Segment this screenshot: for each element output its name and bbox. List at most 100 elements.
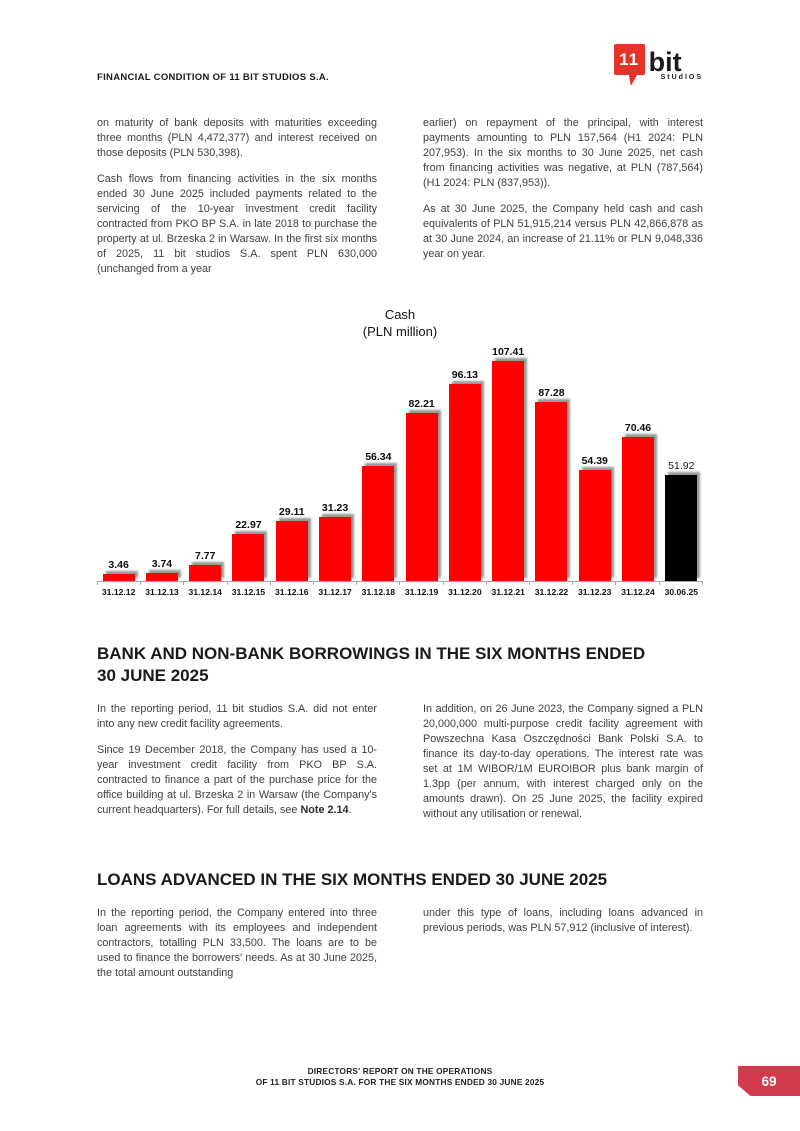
page-number: 69 xyxy=(761,1073,777,1089)
bar-value-label: 31.23 xyxy=(321,502,349,514)
axis-tick xyxy=(313,582,315,585)
axis-tick xyxy=(529,582,531,585)
header-title: FINANCIAL CONDITION OF 11 BIT STUDIOS S.… xyxy=(97,72,329,83)
x-axis-label: 31.12.24 xyxy=(621,587,655,597)
bar-value-label: 54.39 xyxy=(581,454,608,467)
x-axis-label: 31.12.19 xyxy=(404,587,439,597)
bar-value-label: 82.21 xyxy=(408,397,435,410)
bar-value-label: 107.41 xyxy=(492,345,525,358)
section-left-column: In the reporting period, the Company ent… xyxy=(97,906,377,992)
section-heading: LOANS ADVANCED IN THE SIX MONTHS ENDED 3… xyxy=(97,870,608,889)
bar-value-label: 70.46 xyxy=(624,421,652,434)
footer-line1: DIRECTORS' REPORT ON THE OPERATIONS xyxy=(307,1066,493,1076)
axis-tick xyxy=(356,582,358,585)
page-number-badge: 69 xyxy=(738,1066,800,1096)
x-axis-label: 31.12.15 xyxy=(231,587,266,597)
section-loans: LOANS ADVANCED IN THE SIX MONTHS ENDED 3… xyxy=(97,869,703,992)
chart-bars: 3.46 3.74 7.77 22.97 29.11 31.23 56.34 82.21 96.… xyxy=(97,342,703,582)
bar-value-label: 22.97 xyxy=(235,518,262,531)
section-heading: BANK AND NON-BANK BORROWINGS IN THE SIX … xyxy=(97,644,646,685)
bar xyxy=(492,360,525,581)
logo-mark-icon: 11 xyxy=(613,44,645,88)
bar-value-label: 96.13 xyxy=(451,368,479,381)
paragraph-text: Since 19 December 2018, the Company has … xyxy=(97,744,377,816)
paragraph: under this type of loans, including loan… xyxy=(423,907,703,934)
axis-tick xyxy=(226,582,228,585)
axis-tick xyxy=(140,582,142,585)
bar-value-label: 87.28 xyxy=(538,387,565,400)
logo-square: 11 xyxy=(613,44,645,75)
paragraph: Since 19 December 2018, the Company has … xyxy=(97,743,377,818)
bar xyxy=(232,533,265,581)
paragraph: on maturity of bank deposits with maturi… xyxy=(97,117,377,159)
section-columns: In the reporting period, the Company ent… xyxy=(97,906,703,992)
bar-value-label: 29.11 xyxy=(278,506,305,519)
bar xyxy=(405,412,438,581)
bar xyxy=(275,521,308,581)
x-axis-label: 31.12.17 xyxy=(318,587,352,597)
bar xyxy=(578,469,611,581)
cash-bar-chart: Cash (PLN million) 3.46 3.74 7.77 22.97 29.1… xyxy=(97,306,703,597)
chart-bar-slot: 7.77 xyxy=(184,550,227,581)
chart-bar-slot: 87.28 xyxy=(530,387,573,581)
x-axis-label: 30.06.25 xyxy=(664,587,699,597)
paragraph: In the reporting period, 11 bit studios … xyxy=(97,703,377,730)
section-borrowings: BANK AND NON-BANK BORROWINGS IN THE SIX … xyxy=(97,643,703,833)
logo-name: bit xyxy=(648,47,682,77)
paragraph: Cash flows from financing activities in … xyxy=(97,173,377,275)
x-axis-label: 31.12.18 xyxy=(361,587,396,597)
chart-bar-slot: 107.41 xyxy=(487,346,530,581)
chart-plot: 3.46 3.74 7.77 22.97 29.11 31.23 56.34 82.21 96.… xyxy=(97,342,703,597)
bar xyxy=(535,402,568,581)
section-right-column: under this type of loans, including loan… xyxy=(423,906,703,992)
axis-tick xyxy=(399,582,401,585)
axis-tick xyxy=(269,582,271,585)
chart-subtitle: (PLN million) xyxy=(362,324,438,339)
bar xyxy=(362,465,395,581)
x-axis-label: 31.12.13 xyxy=(145,587,179,597)
paragraph-text: . xyxy=(348,804,352,816)
chart-bar-slot: 3.46 xyxy=(97,559,140,581)
company-logo: 11 bit StUdIOS xyxy=(613,44,703,94)
axis-tick xyxy=(615,582,617,585)
chart-bar-slot: 70.46 xyxy=(616,422,659,581)
chart-bar-slot: 96.13 xyxy=(443,369,486,581)
paragraph: As at 30 June 2025, the Company held cas… xyxy=(423,203,703,260)
bar xyxy=(189,565,222,581)
intro-columns: on maturity of bank deposits with maturi… xyxy=(97,116,703,288)
x-axis-label: 31.12.16 xyxy=(275,587,309,597)
logo-subname: StUdIOS xyxy=(660,74,703,81)
chart-bar-slot: 29.11 xyxy=(270,506,313,581)
bar-value-label: 7.77 xyxy=(194,550,216,563)
section-columns: In the reporting period, 11 bit studios … xyxy=(97,702,703,833)
axis-tick xyxy=(97,582,98,585)
bar-value-label: 3.74 xyxy=(151,558,173,571)
x-axis-label: 31.12.23 xyxy=(578,587,612,597)
bar-value-label: 3.46 xyxy=(108,558,129,571)
paragraph: In the reporting period, the Company ent… xyxy=(97,907,377,979)
paragraph: In addition, on 26 June 2023, the Compan… xyxy=(423,703,703,820)
chart-x-labels: 31.12.12 31.12.13 31.12.14 31.12.15 31.12.16… xyxy=(97,587,703,597)
logo-wordmark: bit StUdIOS xyxy=(648,47,703,82)
bar-value-label: 56.34 xyxy=(365,450,392,463)
section-left-column: In the reporting period, 11 bit studios … xyxy=(97,702,377,833)
intro-right-column: earlier) on repayment of the principal, … xyxy=(423,116,703,288)
axis-tick xyxy=(183,582,185,585)
axis-tick xyxy=(572,582,574,585)
logo-lightning-icon xyxy=(628,74,638,86)
axis-tick xyxy=(658,582,660,585)
bar xyxy=(319,517,352,581)
bar xyxy=(448,383,481,581)
chart-bar-slot: 82.21 xyxy=(400,397,443,581)
x-axis-label: 31.12.20 xyxy=(448,587,482,597)
x-axis-label: 31.12.14 xyxy=(188,587,222,597)
x-axis-label: 31.12.12 xyxy=(101,587,136,597)
chart-bar-slot: 54.39 xyxy=(573,454,616,581)
bar xyxy=(145,573,178,581)
footer-line2: OF 11 BIT STUDIOS S.A. FOR THE SIX MONTH… xyxy=(255,1077,545,1087)
chart-axis-ticks xyxy=(97,582,703,585)
logo-mark-text: 11 xyxy=(619,49,640,69)
chart-bar-slot: 56.34 xyxy=(357,450,400,581)
bar xyxy=(622,436,655,581)
